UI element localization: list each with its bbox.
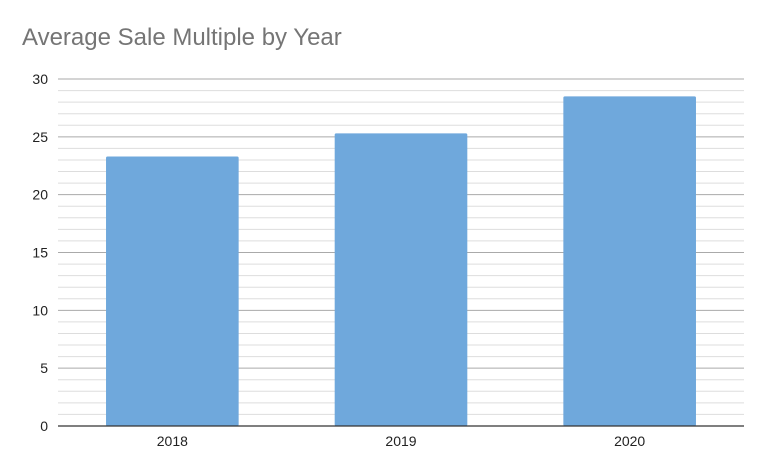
chart-title: Average Sale Multiple by Year [22, 24, 342, 51]
bars [106, 96, 696, 426]
y-tick-label: 25 [32, 129, 48, 145]
x-tick-label: 2018 [157, 433, 188, 449]
y-tick-label: 10 [32, 302, 48, 318]
y-tick-label: 30 [32, 71, 48, 87]
bar-2020 [563, 96, 696, 426]
y-tick-label: 0 [40, 418, 48, 434]
bar-2018 [106, 156, 239, 426]
y-tick-label: 5 [40, 360, 48, 376]
bar-2019 [334, 133, 468, 426]
y-tick-label: 20 [32, 187, 48, 203]
tick-labels: 0 5 10 15 20 25 30 2018 2019 2020 [32, 71, 645, 449]
y-tick-label: 15 [32, 245, 48, 261]
x-tick-label: 2020 [614, 433, 645, 449]
x-tick-label: 2019 [385, 433, 416, 449]
